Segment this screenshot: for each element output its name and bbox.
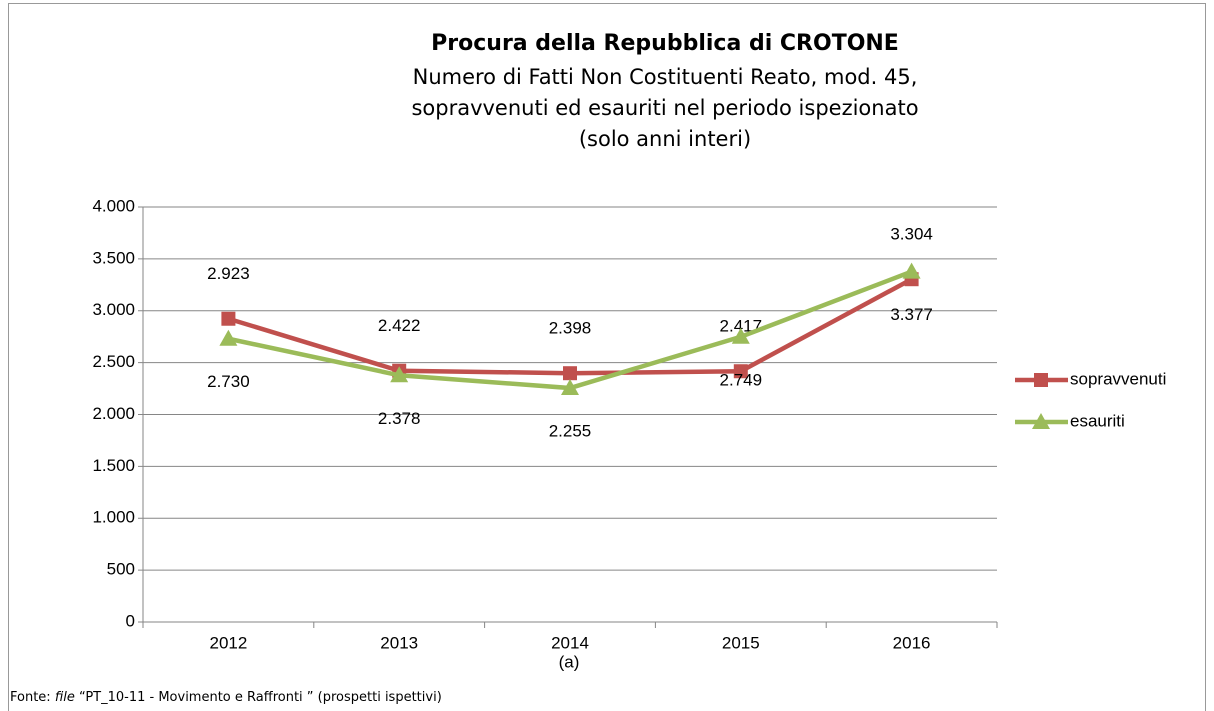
data-point — [563, 366, 577, 381]
data-label: 2.923 — [207, 264, 250, 283]
data-label: 3.304 — [890, 225, 933, 244]
legend-marker — [1034, 373, 1048, 387]
y-tick-label: 2.500 — [92, 352, 135, 371]
data-label: 2.749 — [720, 370, 763, 389]
data-point — [733, 364, 748, 379]
chart-subtitle: sopravvenuti ed esauriti nel periodo isp… — [411, 96, 918, 120]
data-label: 2.378 — [378, 409, 421, 428]
data-label: 2.730 — [207, 372, 250, 391]
footer-text: “PT_10-11 - Movimento e Raffronti ” (pro… — [78, 690, 442, 705]
data-point — [390, 366, 409, 383]
chart-frame — [8, 3, 1206, 711]
chart-subtitle: (solo anni interi) — [579, 127, 751, 151]
legend-label: sopravvenuti — [1070, 369, 1166, 388]
data-label: 3.377 — [890, 305, 933, 324]
x-tick-label: 2015 — [722, 633, 760, 652]
y-tick-label: 1.500 — [92, 456, 135, 475]
x-tick-label: 2014 — [551, 633, 589, 652]
x-axis-label: (a) — [559, 652, 580, 671]
legend-marker — [1032, 413, 1050, 429]
y-tick-label: 2.000 — [92, 404, 135, 423]
chart-subtitle: Numero di Fatti Non Costituenti Reato, m… — [413, 65, 918, 89]
data-point — [561, 379, 579, 396]
data-label: 2.398 — [549, 319, 592, 338]
x-tick-label: 2013 — [380, 633, 418, 652]
y-tick-label: 500 — [107, 560, 135, 579]
y-tick-label: 1.000 — [92, 508, 135, 527]
y-tick-label: 3.500 — [92, 248, 135, 267]
data-point — [731, 327, 750, 344]
footer-prefix: Fonte: — [10, 690, 51, 705]
y-tick-label: 3.000 — [92, 300, 135, 319]
data-point — [221, 311, 236, 326]
footer-italic: file — [54, 690, 75, 705]
chart-title: Procura della Repubblica di CROTONE — [431, 31, 899, 56]
data-point — [219, 329, 238, 346]
legend-label: esauriti — [1070, 411, 1125, 430]
y-tick-label: 0 — [126, 611, 135, 630]
data-label: 2.255 — [549, 422, 592, 441]
x-tick-label: 2012 — [209, 633, 247, 652]
footer: Fonte: file “PT_10-11 - Movimento e Raff… — [10, 690, 442, 705]
data-point — [902, 262, 921, 279]
x-tick-label: 2016 — [893, 633, 931, 652]
data-label: 2.422 — [378, 316, 421, 335]
y-tick-label: 4.000 — [92, 196, 135, 215]
